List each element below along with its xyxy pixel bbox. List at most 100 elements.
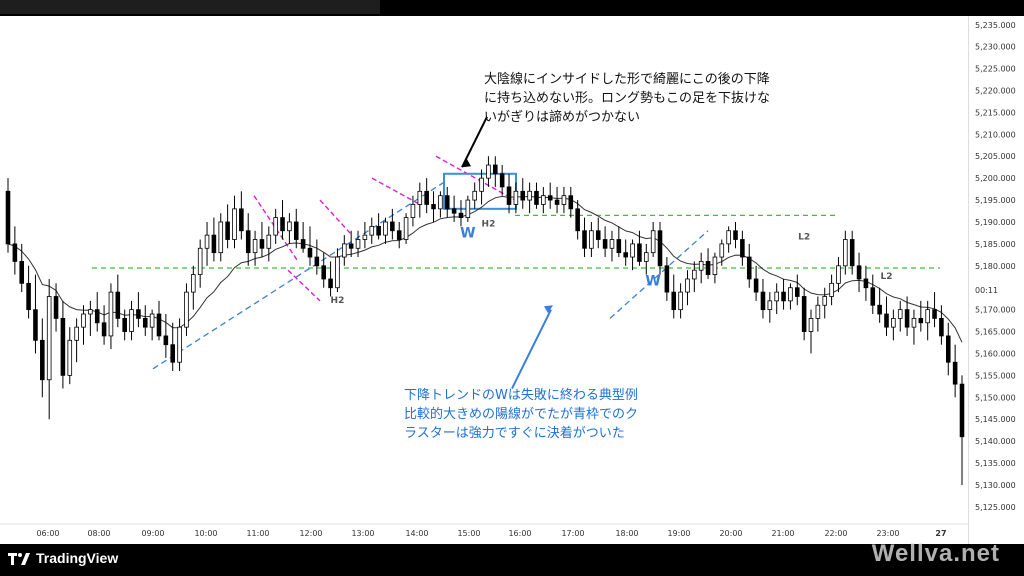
current-price-tag — [969, 282, 1024, 297]
candle-body — [451, 208, 457, 214]
y-tick-label: 5,170.000 — [975, 306, 1016, 315]
candle — [348, 230, 354, 258]
y-tick-label: 5,180.000 — [975, 262, 1016, 271]
candle — [40, 318, 45, 398]
candle — [911, 309, 917, 345]
candle — [369, 217, 375, 244]
tradingview-branding[interactable]: TradingView — [8, 548, 118, 568]
candle-body — [499, 173, 505, 188]
candle-body — [136, 309, 141, 319]
candle — [657, 221, 663, 275]
candle-body — [815, 304, 821, 319]
candle — [115, 274, 121, 328]
candle — [101, 305, 107, 345]
y-tick-label: 5,125.000 — [975, 503, 1016, 512]
candle — [156, 300, 162, 341]
candle-body — [245, 230, 251, 254]
candle — [431, 191, 436, 222]
candle-body — [94, 309, 100, 324]
candle-body — [644, 252, 649, 262]
candle — [136, 292, 141, 328]
x-tick-label: 17:00 — [561, 529, 584, 538]
candle — [280, 200, 285, 240]
candle — [259, 221, 265, 258]
candle-body — [472, 190, 477, 201]
candle-body — [184, 291, 189, 328]
y-tick-label: 5,235.000 — [975, 21, 1016, 30]
candle-body — [396, 230, 402, 240]
x-tick-label: 21:00 — [771, 529, 794, 538]
candle — [952, 344, 958, 398]
x-tick-label: 14:00 — [405, 529, 428, 538]
moving-average-line — [7, 195, 963, 343]
current-price-label: 00:11 — [975, 286, 998, 295]
candle-body — [314, 256, 320, 267]
candle — [692, 261, 697, 293]
candle-body — [822, 296, 828, 306]
candle-body — [801, 296, 807, 332]
bar-labels: H2 H2 L2 L2 W W — [331, 219, 893, 306]
candle-body — [266, 234, 272, 249]
candle — [595, 217, 601, 249]
candle — [959, 375, 965, 485]
x-tick-label: 19:00 — [667, 529, 690, 538]
candle — [342, 235, 347, 266]
candle-body — [142, 317, 148, 328]
pullback-line-magenta — [253, 195, 299, 262]
candle — [829, 274, 834, 306]
bottom-annotation-text: 下降トレンドのWは失敗に終わる典型例 比較的大きめの陽線がでたが青枠でのク ラス… — [404, 388, 639, 441]
y-tick-label: 5,195.000 — [975, 196, 1016, 205]
candle — [252, 230, 258, 266]
candle — [465, 195, 471, 222]
candle-body — [952, 361, 958, 385]
x-tick-label: 08:00 — [87, 529, 110, 538]
candle — [239, 191, 244, 240]
candle — [486, 156, 491, 187]
candle — [376, 213, 381, 240]
y-tick-label: 5,130.000 — [975, 481, 1016, 490]
candle-body — [657, 230, 663, 267]
w-label: W — [460, 225, 475, 241]
candle-body — [163, 335, 169, 346]
candle — [314, 239, 320, 275]
candle — [698, 252, 704, 284]
moving-average — [7, 195, 963, 343]
candle-body — [788, 287, 793, 302]
y-tick-label: 5,205.000 — [975, 152, 1016, 161]
bottom-note-arrowhead — [544, 305, 553, 314]
candle-body — [541, 195, 546, 205]
candle — [472, 182, 477, 209]
candle-body — [40, 339, 45, 381]
trend-line-blue — [609, 230, 709, 319]
candle — [760, 278, 766, 319]
candle-body — [664, 265, 670, 293]
candle-body — [252, 239, 258, 254]
candle — [753, 265, 759, 301]
candle — [925, 300, 930, 341]
candle-body — [342, 243, 347, 258]
candle — [321, 252, 326, 288]
candle-body — [520, 190, 526, 201]
candle-body — [410, 204, 416, 219]
top-annotation-text: 大陰線にインサイドした形で綺麗にこの後の下降 に持ち込めない形。ロング勢もこの足… — [484, 72, 771, 125]
candle-body — [767, 300, 773, 311]
candle-body — [67, 339, 73, 376]
candle — [184, 283, 189, 336]
candle — [575, 200, 580, 240]
candle-body — [671, 291, 677, 311]
candlestick-chart[interactable]: H2 H2 L2 L2 W W 06:00 08:00 09:00 10:00 11:00 12:0… — [0, 16, 968, 544]
candle — [836, 257, 841, 293]
pullback-line-magenta — [287, 269, 321, 302]
y-tick-label: 5,200.000 — [975, 174, 1016, 183]
annotation-arrows — [461, 116, 553, 389]
candle — [163, 314, 169, 358]
candle — [527, 182, 532, 214]
candle — [678, 283, 683, 319]
x-tick-label: 22:00 — [824, 529, 847, 538]
x-tick-label: 18:00 — [615, 529, 638, 538]
candle-body — [170, 344, 176, 363]
candle — [637, 230, 642, 266]
candle — [506, 173, 512, 214]
chart-plot-area[interactable]: H2 H2 L2 L2 W W 06:00 08:00 09:00 10:00 11:00 12:0… — [0, 16, 968, 544]
price-axis[interactable]: 5,125.000 5,130.000 5,135.000 5,140.000 5,14… — [968, 16, 1024, 544]
